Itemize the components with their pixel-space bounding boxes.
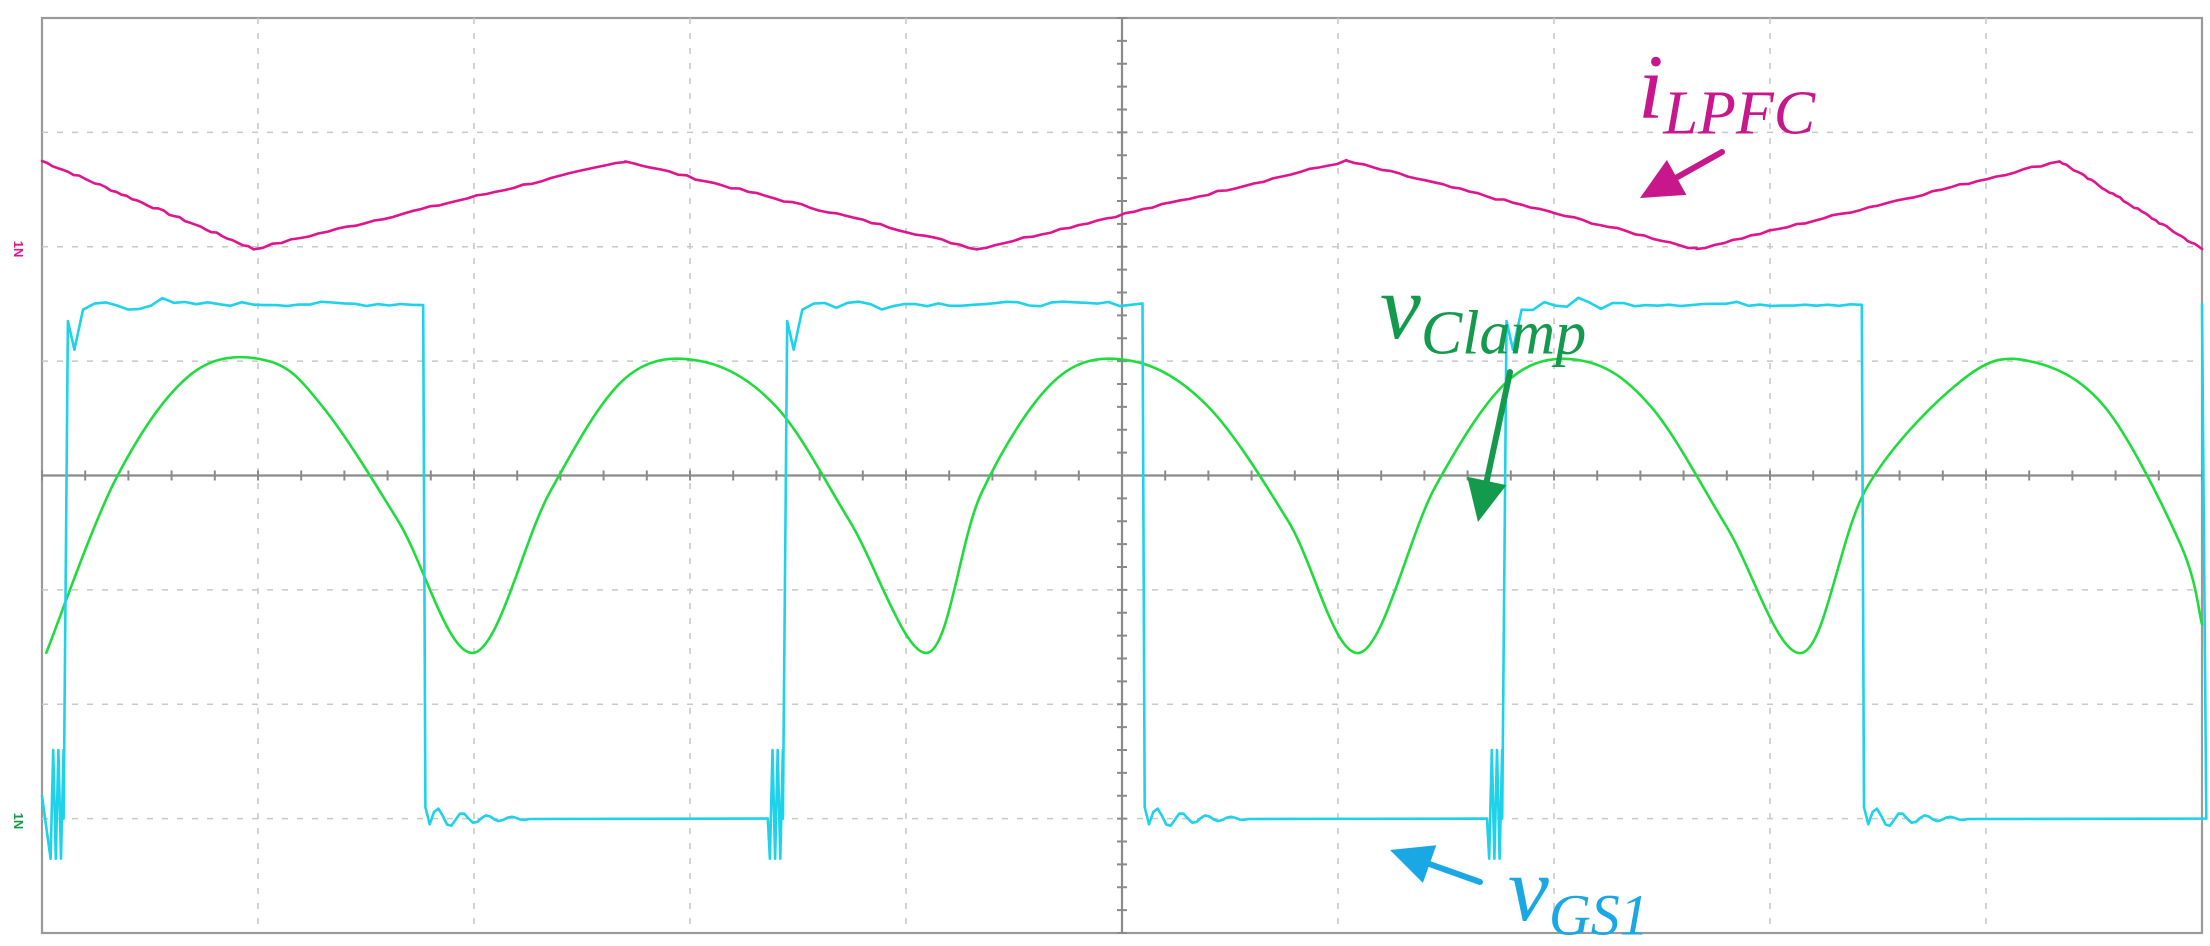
trace-v-clamp: [45, 355, 2204, 655]
trace-i-lpfc: [40, 158, 2204, 251]
arrow-v-gs1-shaft: [1426, 861, 1483, 885]
channel-markers: 1N 1N: [11, 241, 26, 830]
arrow-v-gs1-head: [1390, 845, 1437, 883]
label-v-gs1: vGS1: [1508, 838, 1649, 946]
scope-traces: [40, 158, 2208, 860]
arrow-v-clamp-shaft: [1483, 369, 1513, 484]
label-v-clamp-main: v: [1380, 256, 1421, 358]
arrow-i-lpfc-shaft: [1673, 149, 1725, 181]
scope-grid: [40, 16, 2204, 935]
label-i-lpfc-main: i: [1638, 36, 1664, 138]
label-i-lpfc: iLPFC: [1638, 36, 1816, 148]
arrow-v-clamp-head: [1467, 476, 1507, 522]
channel-marker-2: 1N: [11, 813, 26, 830]
label-v-gs1-main: v: [1508, 838, 1549, 940]
arrow-i-lpfc-head: [1640, 160, 1687, 198]
label-v-clamp: vClamp: [1380, 256, 1586, 368]
channel-marker-1: 1N: [11, 241, 26, 258]
label-i-lpfc-subscript: LPFC: [1663, 80, 1816, 148]
label-v-gs1-subscript: GS1: [1549, 883, 1649, 946]
trace-v-gs1: [40, 296, 2208, 860]
label-v-clamp-subscript: Clamp: [1421, 300, 1586, 368]
